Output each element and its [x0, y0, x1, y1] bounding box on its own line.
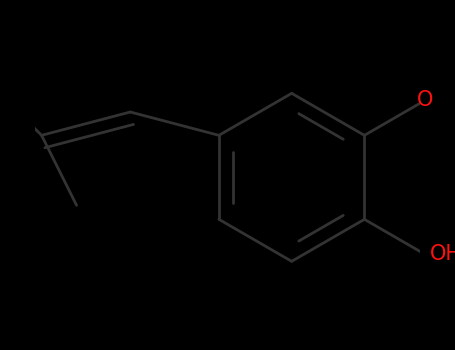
Text: O: O — [0, 0, 3, 1]
Text: O: O — [417, 90, 433, 110]
Text: OH: OH — [430, 244, 455, 264]
